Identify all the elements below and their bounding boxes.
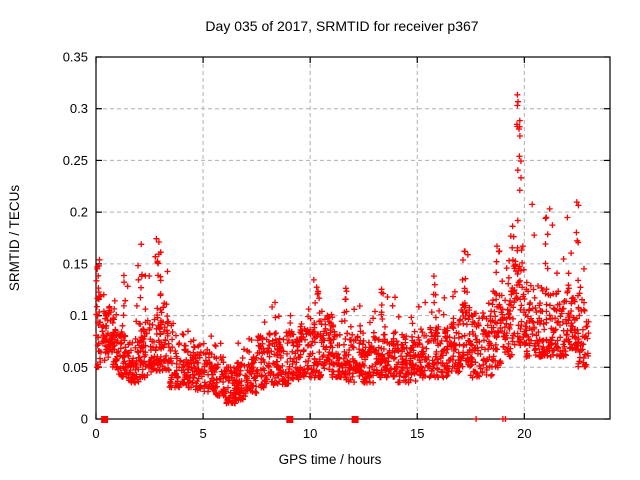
y-tick-label: 0.15 <box>63 256 88 271</box>
y-tick-label: 0.25 <box>63 153 88 168</box>
x-tick-labels: 0 5 10 15 20 <box>92 426 531 441</box>
x-tick-label: 0 <box>92 426 99 441</box>
x-tick-label: 15 <box>410 426 424 441</box>
zero-square-marker <box>351 416 359 423</box>
y-tick-label: 0.3 <box>70 101 88 116</box>
chart-title: Day 035 of 2017, SRMTID for receiver p36… <box>205 18 478 34</box>
x-tick-label: 5 <box>199 426 206 441</box>
y-axis-label: SRMTID / TECUs <box>7 185 22 292</box>
zero-square-marker <box>101 416 109 423</box>
y-tick-label: 0.35 <box>63 50 88 65</box>
y-tick-label: 0.1 <box>70 308 88 323</box>
y-tick-label: 0.05 <box>63 360 88 375</box>
x-tick-label: 20 <box>517 426 531 441</box>
zero-square-marker <box>286 416 294 423</box>
zero-line-markers <box>101 416 359 423</box>
y-tick-label: 0.2 <box>70 205 88 220</box>
scatter-points <box>93 91 592 422</box>
x-axis-label: GPS time / hours <box>279 452 382 467</box>
x-tick-label: 10 <box>303 426 317 441</box>
y-tick-labels: 0 0.05 0.1 0.15 0.2 0.25 0.3 0.35 <box>63 50 88 427</box>
scatter-plus-markers <box>93 91 592 422</box>
y-tick-label: 0 <box>81 412 88 427</box>
